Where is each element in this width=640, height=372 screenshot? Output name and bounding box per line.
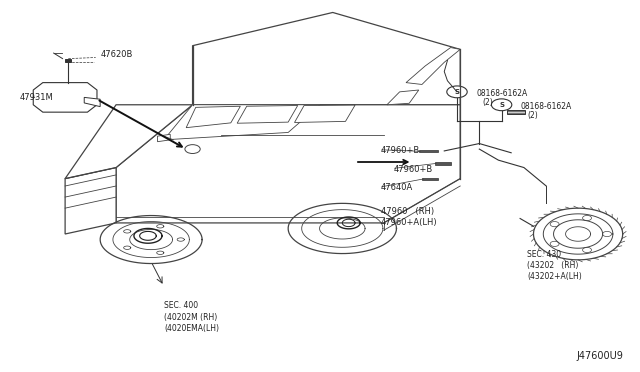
Polygon shape (422, 177, 438, 180)
Polygon shape (193, 13, 460, 105)
Polygon shape (186, 106, 241, 128)
Text: 47620B: 47620B (100, 51, 132, 60)
Text: SEC. 430: SEC. 430 (527, 250, 561, 259)
Text: 47960   (RH): 47960 (RH) (381, 207, 434, 217)
Text: SEC. 400: SEC. 400 (164, 301, 198, 311)
Text: (43202+A(LH): (43202+A(LH) (527, 272, 582, 281)
Polygon shape (65, 105, 193, 179)
Polygon shape (237, 106, 298, 123)
Polygon shape (65, 59, 72, 62)
Text: 47960+B: 47960+B (394, 165, 433, 174)
Text: J47600U9: J47600U9 (577, 351, 624, 361)
Polygon shape (116, 105, 460, 223)
Polygon shape (33, 83, 97, 112)
Text: 47931M: 47931M (19, 93, 53, 102)
Text: (40202M (RH): (40202M (RH) (164, 312, 217, 321)
Text: 47960+B: 47960+B (381, 147, 420, 155)
Polygon shape (435, 162, 451, 164)
Text: (4020EMA(LH): (4020EMA(LH) (164, 324, 219, 333)
Text: (2): (2) (527, 111, 538, 121)
Text: 08168-6162A: 08168-6162A (476, 89, 527, 98)
Text: 47960+A(LH): 47960+A(LH) (381, 218, 437, 227)
Polygon shape (387, 90, 419, 105)
Text: S: S (454, 89, 460, 95)
Polygon shape (419, 150, 438, 153)
Text: 47640A: 47640A (381, 183, 413, 192)
Polygon shape (507, 110, 525, 114)
Polygon shape (65, 167, 116, 234)
Text: (43202   (RH): (43202 (RH) (527, 261, 579, 270)
Polygon shape (164, 105, 320, 140)
Text: S: S (499, 102, 504, 108)
Polygon shape (294, 105, 355, 122)
Circle shape (447, 86, 467, 98)
Text: 08168-6162A: 08168-6162A (521, 102, 572, 111)
Text: (2): (2) (483, 99, 493, 108)
Polygon shape (406, 48, 460, 84)
Polygon shape (84, 97, 100, 107)
Polygon shape (157, 134, 170, 142)
Circle shape (492, 99, 512, 111)
